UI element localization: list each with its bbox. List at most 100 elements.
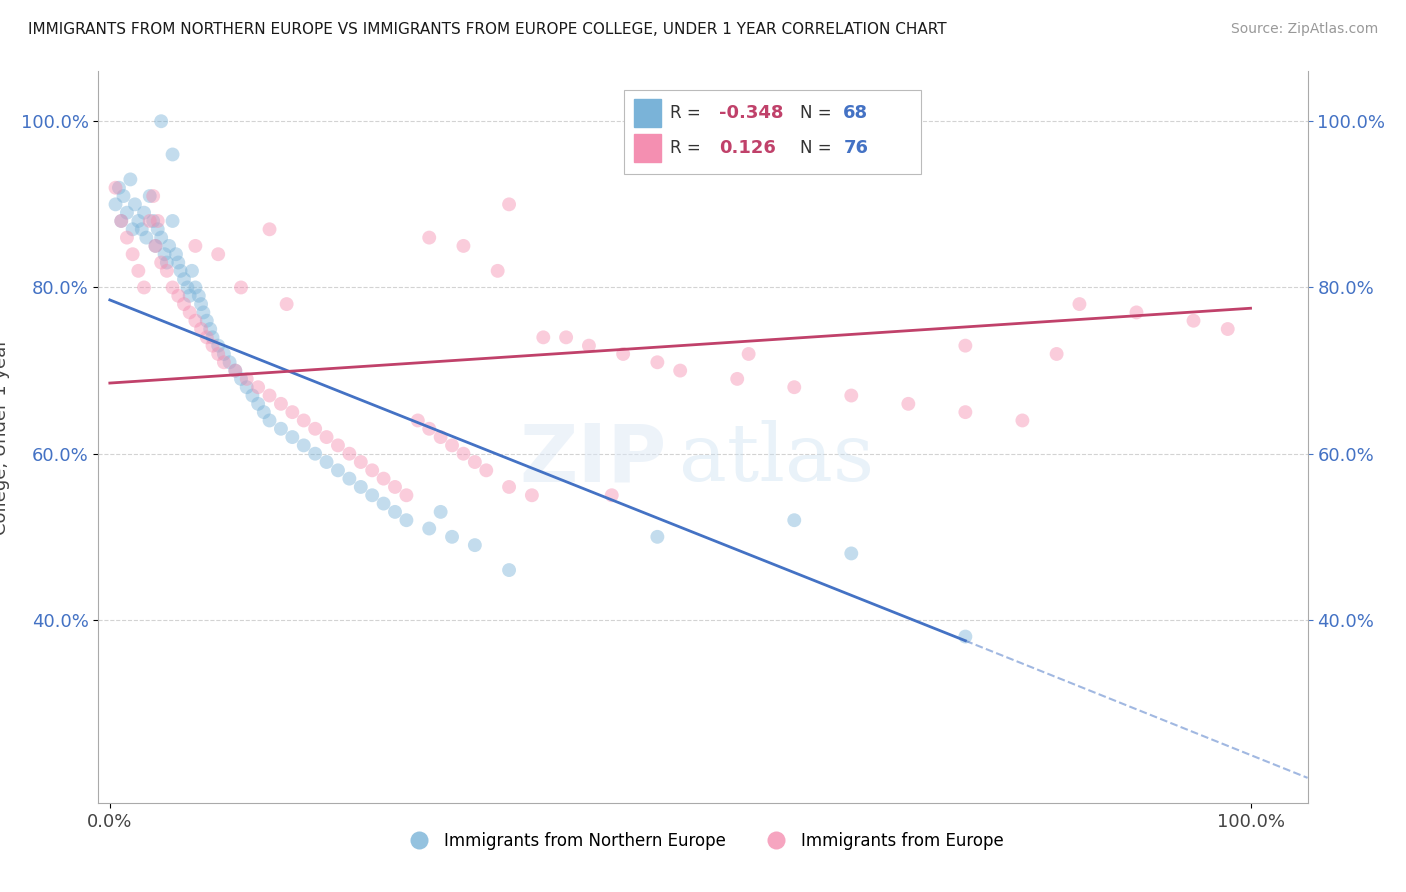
Point: [124, 197, 146, 211]
Point: [157, 239, 180, 253]
Point: [190, 297, 212, 311]
Point: [395, 513, 418, 527]
Point: [142, 214, 165, 228]
Point: [1182, 314, 1205, 328]
Point: [146, 214, 169, 228]
Point: [201, 338, 224, 352]
Point: [195, 330, 218, 344]
Point: [337, 472, 360, 486]
Point: [955, 405, 977, 419]
Point: [395, 488, 418, 502]
Point: [150, 230, 173, 244]
Point: [127, 264, 149, 278]
Point: [195, 314, 218, 328]
Point: [531, 330, 554, 344]
Point: [184, 239, 207, 253]
Point: [224, 363, 246, 377]
Point: [145, 239, 167, 253]
Point: [612, 347, 634, 361]
Point: [315, 430, 337, 444]
Point: [429, 430, 451, 444]
Point: [179, 305, 201, 319]
Point: [464, 538, 486, 552]
Text: N =: N =: [800, 139, 837, 157]
Point: [783, 513, 806, 527]
Point: [162, 280, 184, 294]
Point: [1046, 347, 1069, 361]
Point: [292, 413, 315, 427]
Point: [207, 247, 229, 261]
Point: [578, 338, 600, 352]
Point: [150, 114, 173, 128]
Text: Source: ZipAtlas.com: Source: ZipAtlas.com: [1230, 22, 1378, 37]
Point: [169, 264, 191, 278]
Point: [281, 430, 304, 444]
Point: [207, 347, 229, 361]
Point: [156, 255, 179, 269]
Point: [142, 189, 165, 203]
Point: [350, 480, 373, 494]
Point: [337, 447, 360, 461]
Point: [179, 289, 201, 303]
Point: [897, 397, 920, 411]
Point: [350, 455, 373, 469]
Point: [486, 264, 509, 278]
Point: [115, 230, 138, 244]
Point: [1216, 322, 1239, 336]
Point: [229, 372, 252, 386]
Point: [259, 222, 281, 236]
Point: [132, 205, 155, 219]
Point: [176, 280, 198, 294]
Point: [173, 272, 195, 286]
Point: [839, 546, 862, 560]
Point: [184, 314, 207, 328]
FancyBboxPatch shape: [624, 90, 921, 174]
Point: [187, 289, 209, 303]
Point: [121, 222, 143, 236]
Point: [120, 172, 142, 186]
Point: [167, 255, 190, 269]
Point: [441, 530, 464, 544]
Point: [201, 330, 224, 344]
Text: R =: R =: [671, 104, 706, 122]
Point: [384, 480, 406, 494]
Point: [441, 438, 464, 452]
Text: IMMIGRANTS FROM NORTHERN EUROPE VS IMMIGRANTS FROM EUROPE COLLEGE, UNDER 1 YEAR : IMMIGRANTS FROM NORTHERN EUROPE VS IMMIG…: [28, 22, 946, 37]
Point: [181, 264, 204, 278]
Text: 68: 68: [844, 104, 869, 122]
Text: 76: 76: [844, 139, 869, 157]
Point: [104, 180, 127, 194]
Point: [418, 230, 440, 244]
Point: [156, 264, 179, 278]
Point: [600, 488, 623, 502]
Point: [146, 222, 169, 236]
Point: [955, 630, 977, 644]
Point: [498, 197, 520, 211]
Point: [110, 214, 132, 228]
Point: [453, 239, 475, 253]
Point: [669, 363, 692, 377]
Text: -0.348: -0.348: [718, 104, 783, 122]
Point: [520, 488, 543, 502]
Point: [162, 214, 184, 228]
Text: ZIP: ZIP: [519, 420, 666, 498]
Point: [229, 280, 252, 294]
Point: [326, 438, 349, 452]
Point: [212, 347, 235, 361]
Point: [276, 297, 298, 311]
Point: [418, 521, 440, 535]
Point: [235, 380, 257, 394]
Point: [108, 180, 131, 194]
Point: [406, 413, 429, 427]
Point: [1011, 413, 1033, 427]
Point: [162, 147, 184, 161]
Point: [112, 189, 135, 203]
Point: [145, 239, 167, 253]
Point: [270, 397, 292, 411]
Point: [839, 388, 862, 402]
Point: [304, 422, 326, 436]
Point: [955, 338, 977, 352]
Point: [150, 255, 173, 269]
Point: [361, 463, 384, 477]
Point: [242, 388, 264, 402]
